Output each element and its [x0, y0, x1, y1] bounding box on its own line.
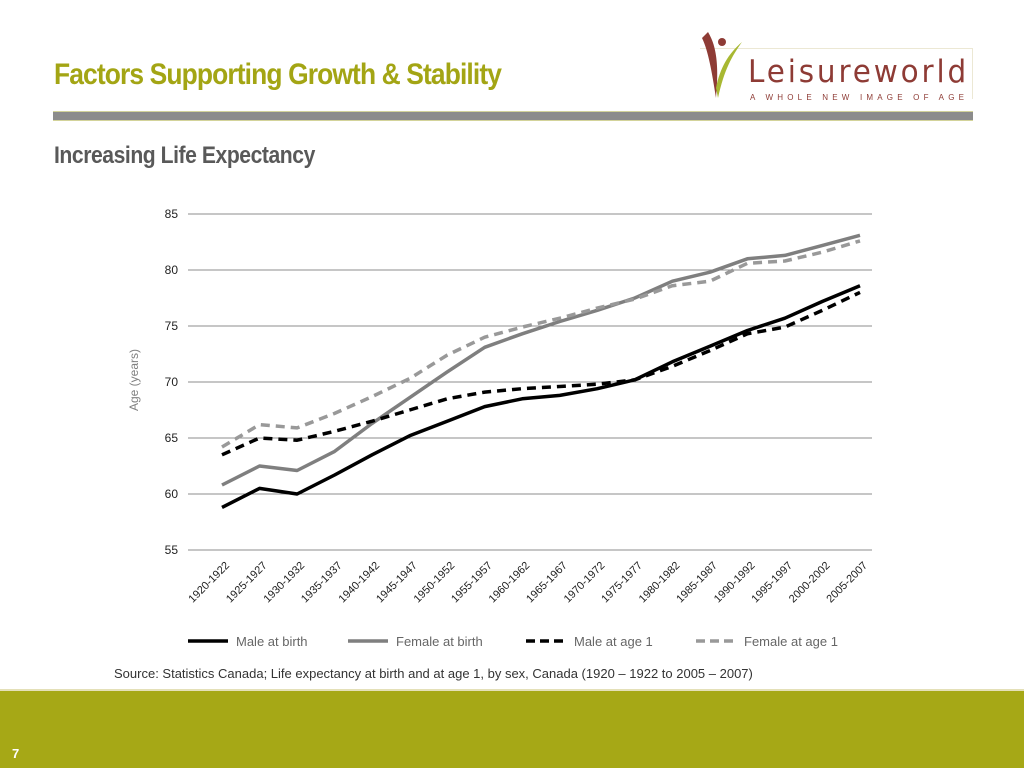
y-tick-label: 70 [165, 375, 179, 389]
source-note: Source: Statistics Canada; Life expectan… [114, 666, 753, 681]
y-tick-label: 75 [165, 319, 179, 333]
footer-bar [0, 689, 1024, 768]
logo-tagline: A WHOLE NEW IMAGE OF AGE [750, 93, 969, 102]
y-tick-label: 55 [165, 543, 179, 557]
x-tick-label: 2005-2007 [824, 560, 870, 606]
page-number: 7 [12, 746, 20, 761]
logo-wordmark: Leisureworld [748, 54, 970, 90]
figure-icon [702, 32, 742, 98]
y-tick-label: 60 [165, 487, 179, 501]
series-line-female-at-birth [221, 233, 861, 487]
legend-label: Male at birth [236, 634, 308, 649]
legend-label: Female at age 1 [744, 634, 838, 649]
y-axis-label: Age (years) [127, 349, 141, 411]
series-line-female-at-age-1 [221, 239, 861, 449]
slide-title: Factors Supporting Growth & Stability [54, 58, 502, 91]
y-tick-label: 80 [165, 263, 179, 277]
legend-label: Male at age 1 [574, 634, 653, 649]
slide-subtitle: Increasing Life Expectancy [54, 142, 315, 169]
logo-frame [700, 48, 973, 99]
y-tick-label: 85 [165, 207, 179, 221]
series-line-male-at-birth [221, 284, 861, 509]
leisureworld-logo: Leisureworld A WHOLE NEW IMAGE OF AGE [690, 28, 980, 104]
header-divider [53, 111, 973, 121]
series-line-male-at-age-1 [221, 290, 861, 457]
legend-label: Female at birth [396, 634, 483, 649]
y-tick-label: 65 [165, 431, 179, 445]
